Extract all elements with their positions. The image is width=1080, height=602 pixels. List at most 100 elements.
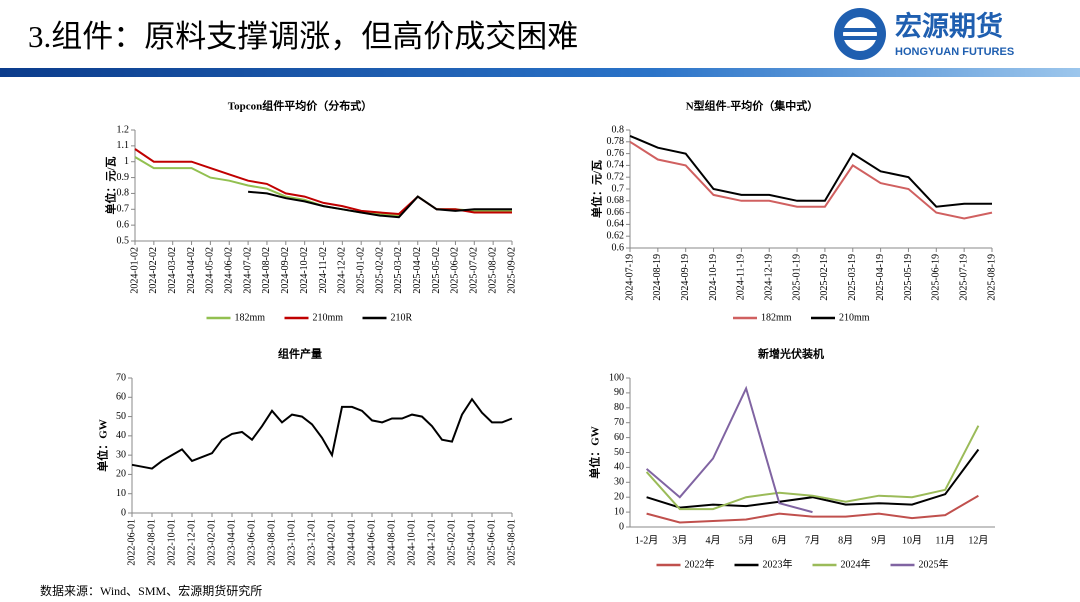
series-line xyxy=(248,190,512,219)
y-tick-label: 70 xyxy=(116,372,126,383)
x-tick-label: 2023-08-01 xyxy=(266,519,277,566)
x-tick-label: 2024-07-02 xyxy=(242,247,253,294)
legend-label: 210R xyxy=(391,312,413,323)
x-tick-label: 2024-10-19 xyxy=(708,254,719,301)
y-tick-label: 0.7 xyxy=(117,204,130,215)
x-tick-label: 2025-06-02 xyxy=(450,247,461,294)
x-tick-label: 2024-06-02 xyxy=(224,247,235,294)
x-tick-label: 2024-04-02 xyxy=(186,247,197,294)
legend-label: 210mm xyxy=(839,312,870,323)
x-tick-label: 2024-08-01 xyxy=(386,519,397,566)
y-tick-label: 60 xyxy=(116,392,126,403)
series-line xyxy=(646,494,979,524)
y-axis-label: 单位：元/瓦 xyxy=(590,160,604,218)
legend-label: 2025年 xyxy=(919,557,949,570)
y-axis-label: 单位：GW xyxy=(588,426,602,479)
x-tick-label: 2024-12-01 xyxy=(426,519,437,566)
x-tick-label: 7月 xyxy=(805,534,820,546)
x-tick-label: 4月 xyxy=(705,534,720,546)
x-tick-label: 2024-09-19 xyxy=(680,254,691,301)
x-tick-label: 8月 xyxy=(838,534,853,546)
x-tick-label: 12月 xyxy=(968,534,988,546)
y-tick-label: 0.5 xyxy=(117,235,130,246)
y-tick-label: 0.9 xyxy=(117,172,130,183)
logo-name: 宏源期货 xyxy=(895,11,1003,43)
y-tick-label: 30 xyxy=(116,449,126,460)
y-tick-label: 0.7 xyxy=(612,183,625,194)
x-tick-label: 2025-07-02 xyxy=(469,247,480,294)
y-tick-label: 40 xyxy=(614,462,624,473)
header-band xyxy=(0,68,1080,77)
y-tick-label: 20 xyxy=(116,469,126,480)
x-tick-label: 2025-02-01 xyxy=(446,519,457,566)
x-tick-label: 10月 xyxy=(902,534,922,546)
x-tick-label: 2024-12-19 xyxy=(764,254,775,301)
y-tick-label: 80 xyxy=(614,402,624,413)
y-tick-label: 50 xyxy=(614,447,624,458)
y-tick-label: 20 xyxy=(614,491,624,502)
slide-title: 3.组件：原料支撑调涨，但高价成交困难 xyxy=(28,19,578,54)
x-tick-label: 2024-12-02 xyxy=(337,247,348,294)
x-tick-label: 2025-02-02 xyxy=(374,247,385,294)
x-tick-label: 3月 xyxy=(672,534,687,546)
x-tick-label: 2025-08-02 xyxy=(487,247,498,294)
x-tick-label: 2022-06-01 xyxy=(126,519,137,566)
y-tick-label: 0.78 xyxy=(607,136,625,147)
logo-en: HONGYUAN FUTURES xyxy=(895,46,1014,58)
legend-label: 2022年 xyxy=(685,557,715,570)
x-tick-label: 2025-04-19 xyxy=(875,254,886,301)
legend-label: 210mm xyxy=(313,312,344,323)
series-line xyxy=(645,425,980,511)
y-tick-label: 1.1 xyxy=(117,140,130,151)
x-tick-label: 2024-04-01 xyxy=(346,519,357,566)
x-tick-label: 2023-10-01 xyxy=(286,519,297,566)
x-tick-label: 2023-04-01 xyxy=(226,519,237,566)
y-tick-label: 100 xyxy=(609,372,624,383)
y-tick-label: 0.6 xyxy=(117,219,130,230)
x-tick-label: 2025-06-19 xyxy=(931,254,942,301)
series-line xyxy=(646,448,980,509)
chart-title: N型组件-平均价（集中式） xyxy=(686,99,819,113)
y-tick-label: 0 xyxy=(121,507,126,518)
logo: 宏源期货 HONGYUAN FUTURES xyxy=(834,8,1014,60)
x-tick-label: 2023-12-01 xyxy=(306,519,317,566)
x-tick-label: 2025-03-02 xyxy=(393,247,404,294)
y-tick-label: 30 xyxy=(614,477,624,488)
y-tick-label: 0.64 xyxy=(607,219,625,230)
source-note: 数据来源：Wind、SMM、宏源期货研究所 xyxy=(40,583,262,598)
x-tick-label: 2025-04-01 xyxy=(466,519,477,566)
x-tick-label: 2025-08-01 xyxy=(506,519,517,566)
y-tick-label: 60 xyxy=(614,432,624,443)
legend-label: 2023年 xyxy=(763,557,793,570)
y-axis-label: 单位：GW xyxy=(96,419,110,472)
x-tick-label: 2024-10-02 xyxy=(299,247,310,294)
y-tick-label: 0.76 xyxy=(607,148,625,159)
x-tick-label: 2024-01-02 xyxy=(129,247,140,294)
x-tick-label: 2024-10-01 xyxy=(406,519,417,566)
y-tick-label: 0.62 xyxy=(607,230,625,241)
chart-title: 组件产量 xyxy=(278,347,322,361)
x-tick-label: 2024-07-19 xyxy=(624,254,635,301)
x-tick-label: 2025-01-19 xyxy=(791,254,802,301)
x-tick-label: 2025-05-19 xyxy=(903,254,914,301)
x-tick-label: 11月 xyxy=(935,534,955,546)
x-tick-label: 6月 xyxy=(772,534,787,546)
y-tick-label: 0 xyxy=(619,521,624,532)
legend-label: 182mm xyxy=(761,312,792,323)
x-tick-label: 2025-09-02 xyxy=(506,247,517,294)
y-tick-label: 40 xyxy=(116,430,126,441)
chart-title: Topcon组件平均价（分布式） xyxy=(228,99,372,113)
x-tick-label: 2025-05-02 xyxy=(431,247,442,294)
y-tick-label: 0.6 xyxy=(612,242,625,253)
x-tick-label: 2024-03-02 xyxy=(167,247,178,294)
x-tick-label: 1-2月 xyxy=(635,534,658,546)
y-tick-label: 0.8 xyxy=(117,188,130,199)
x-tick-label: 2025-07-19 xyxy=(958,254,969,301)
y-tick-label: 0.74 xyxy=(607,160,625,171)
y-tick-label: 0.66 xyxy=(607,207,625,218)
x-tick-label: 2023-02-01 xyxy=(206,519,217,566)
y-tick-label: 50 xyxy=(116,411,126,422)
x-tick-label: 2025-02-19 xyxy=(819,254,830,301)
x-tick-label: 2022-10-01 xyxy=(166,519,177,566)
